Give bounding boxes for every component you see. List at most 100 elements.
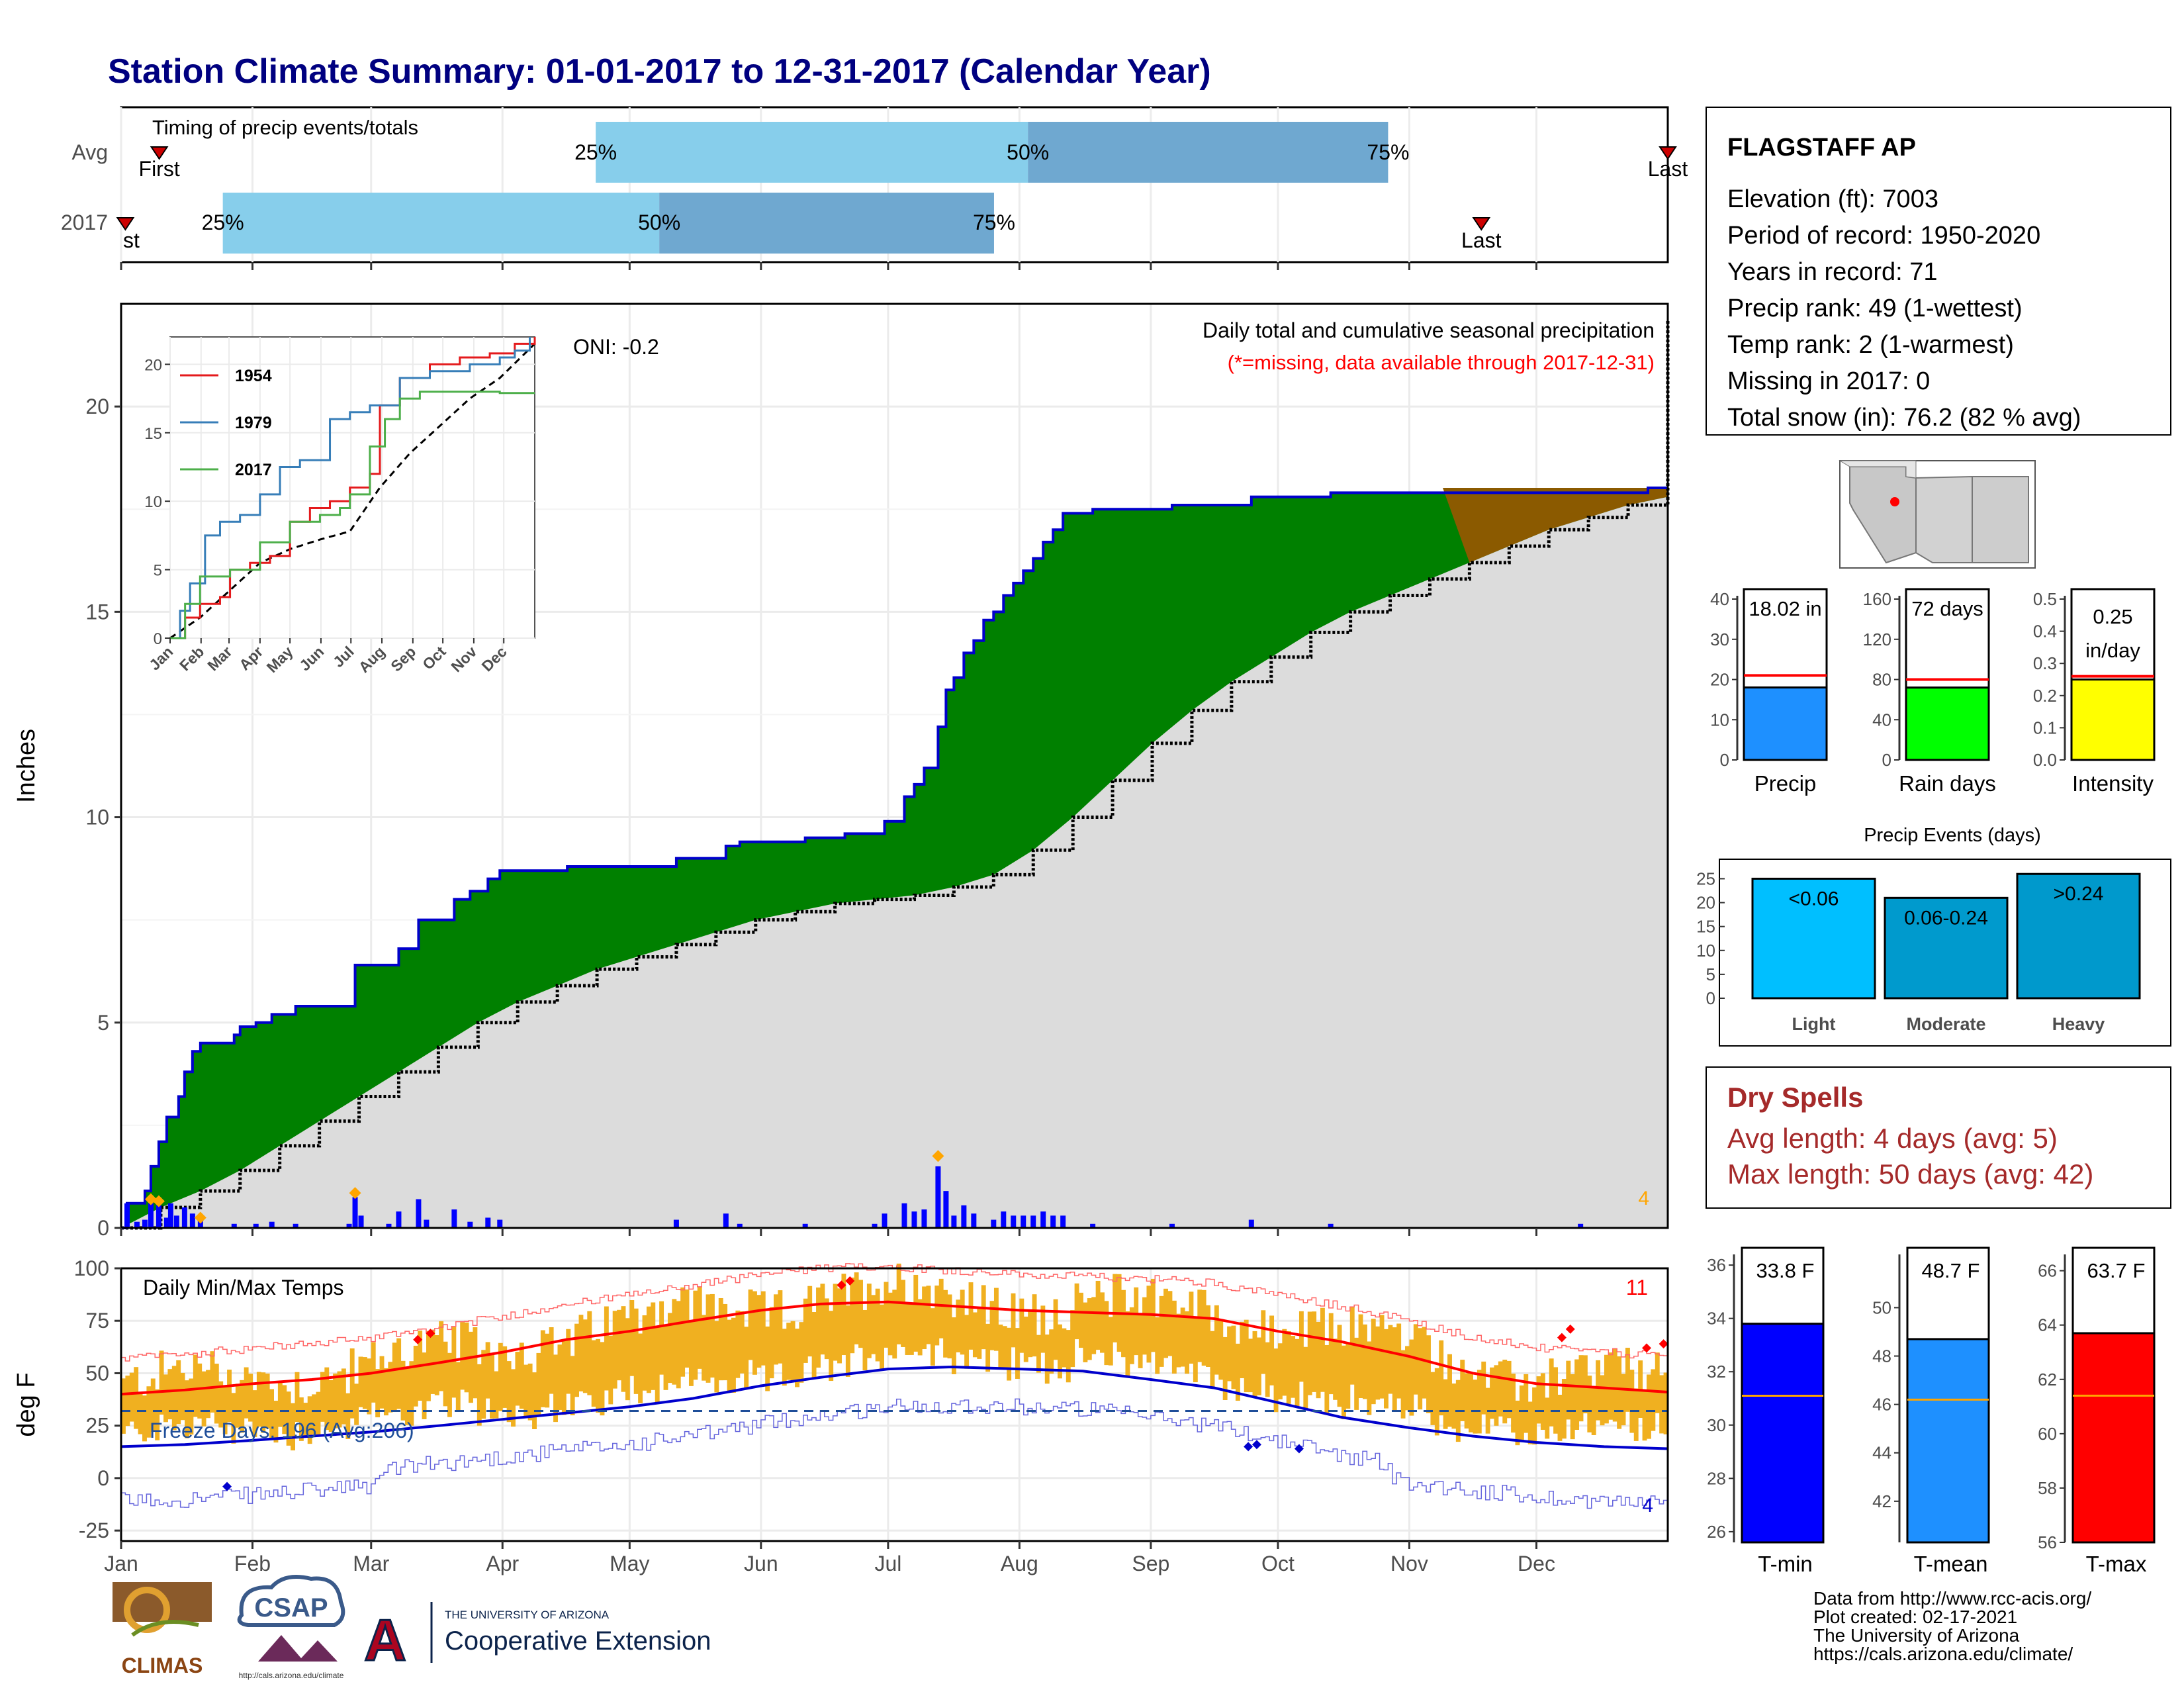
event-range-label: 0.06-0.24 [1904,907,1988,929]
daily-temp-range-bar [1375,1326,1381,1400]
daily-temp-range-bar [1087,1298,1092,1360]
daily-temp-range-bar [460,1322,465,1390]
y2017-last-marker [1472,217,1491,231]
daily-temp-range-bar [642,1315,647,1391]
daily-temp-range-bar [837,1288,842,1364]
daily-temp-range-bar [1625,1347,1630,1412]
y2017-quartile-bar-2 [659,193,994,254]
daily-temp-range-bar [977,1308,982,1359]
ua-logo-letter: A [364,1607,406,1673]
temp-summary-ytick-label: 28 [1707,1468,1726,1488]
daily-temp-range-bar [1388,1325,1393,1394]
daily-temp-range-bar [591,1340,596,1407]
daily-temp-range-bar [774,1294,778,1365]
daily-precip-bar [723,1213,729,1228]
daily-temp-range-bar [981,1285,986,1350]
station-line-snow: Total snow (in): 76.2 (82 % avg) [1727,404,2081,432]
temp-summary-ytick-label: 64 [2038,1315,2057,1335]
daily-temp-range-bar [1646,1374,1651,1439]
daily-precip-max-marker [932,1150,944,1162]
page-title: Station Climate Summary: 01-01-2017 to 1… [108,52,1211,91]
daily-precip-bar [1169,1223,1175,1228]
daily-temp-range-bar [1651,1369,1656,1431]
csap-logo: CSAP http://cals.arizona.edu/climate [237,1575,345,1680]
event-bar [1751,877,1876,1000]
daily-temp-range-bar [705,1294,711,1383]
dry-spells-title: Dry Spells [1727,1082,1863,1113]
daily-precip-bar [911,1211,917,1228]
daily-temp-range-bar [786,1323,792,1380]
daily-temp-range-bar [841,1274,846,1356]
daily-temp-range-bar [1108,1317,1113,1366]
daily-temp-range-bar [1298,1311,1304,1382]
daily-temp-range-bar [1040,1305,1046,1353]
csap-logo-url: http://cals.arizona.edu/climate [239,1671,344,1680]
temp-summary-ytick-label: 66 [2038,1261,2057,1281]
event-bar-label: Light [1792,1014,1836,1034]
daily-temp-range-bar [938,1278,944,1338]
daily-temp-range-bar [171,1366,177,1430]
precip-below-normal-area [1443,320,1668,563]
inset-series-2017 [170,391,535,639]
precip-missing-note: (*=missing, data available through 2017-… [1228,351,1655,374]
daily-temp-range-bar [1235,1343,1240,1401]
record-high-marker [1659,1339,1668,1349]
daily-precip-bar [1030,1215,1036,1228]
temp-summary-ytick-label: 50 [1872,1297,1891,1317]
daily-temp-range-bar [303,1403,308,1438]
summary-label-box [2070,588,2156,680]
daily-temp-range-bar [1659,1375,1664,1434]
summary-value-bar [2070,679,2156,761]
month-label: Dec [1518,1552,1555,1575]
daily-precip-bar [189,1213,195,1228]
summary-bar-label: Intensity [2072,771,2154,796]
precip-ytick-label: 10 [85,806,109,829]
daily-temp-range-bar [901,1280,906,1347]
daily-precip-bar [181,1207,187,1228]
daily-temp-range-bar [485,1342,490,1399]
daily-temp-range-bar [422,1352,427,1419]
daily-temp-range-bar [1185,1311,1189,1374]
month-label: Jan [104,1552,138,1575]
daily-temp-range-bar [307,1396,312,1444]
daily-precip-bar [935,1166,941,1228]
inset-ytick-label: 10 [144,493,162,511]
daily-precip-bar [991,1219,997,1228]
daily-temp-range-bar [697,1286,702,1369]
temp-summary-value-text: 63.7 F [2087,1259,2146,1282]
y2017-first-marker [116,217,135,231]
daily-temp-range-bar [1121,1289,1126,1358]
summary-ytick-label: 0.2 [2033,686,2057,706]
temp-ytick-label: 50 [85,1361,109,1385]
temp-ytick-label: 100 [74,1256,109,1280]
daily-temp-range-bar [413,1345,418,1407]
daily-temp-range-bar [803,1298,808,1363]
y2017-25-label: 25% [202,211,244,234]
daily-precip-bar [148,1203,154,1228]
daily-temp-range-bar [795,1329,799,1387]
daily-temp-range-bar [829,1311,834,1382]
daily-temp-range-bar [1307,1311,1312,1395]
daily-temp-range-bar [947,1294,952,1359]
daily-temp-range-bar [210,1351,215,1413]
daily-temp-range-bar [985,1323,991,1372]
daily-temp-range-bar [968,1282,974,1350]
daily-temp-range-bar [146,1386,152,1438]
daily-temp-range-bar [1028,1309,1033,1358]
daily-temp-range-bar [854,1272,859,1344]
daily-temp-range-bar [1129,1307,1134,1364]
daily-temp-range-bar [1134,1287,1139,1356]
daily-temp-range-bar [1113,1274,1118,1342]
station-line-missing: Missing in 2017: 0 [1727,367,1930,395]
temp-summary-ytick-label: 48 [1872,1346,1891,1366]
temp-summary-ytick-label: 42 [1872,1491,1891,1511]
daily-temp-range-bar [956,1299,961,1352]
y2017-quartile-bar-1 [222,193,660,254]
daily-temp-range-bar [1193,1317,1198,1383]
daily-temp-range-bar [1663,1372,1668,1434]
daily-precip-bar [142,1219,148,1228]
daily-temp-range-bar [1464,1373,1469,1429]
temp-summary-label: T-max [2086,1552,2147,1576]
month-label: Sep [1132,1552,1169,1575]
daily-temp-range-bar [1439,1340,1444,1416]
